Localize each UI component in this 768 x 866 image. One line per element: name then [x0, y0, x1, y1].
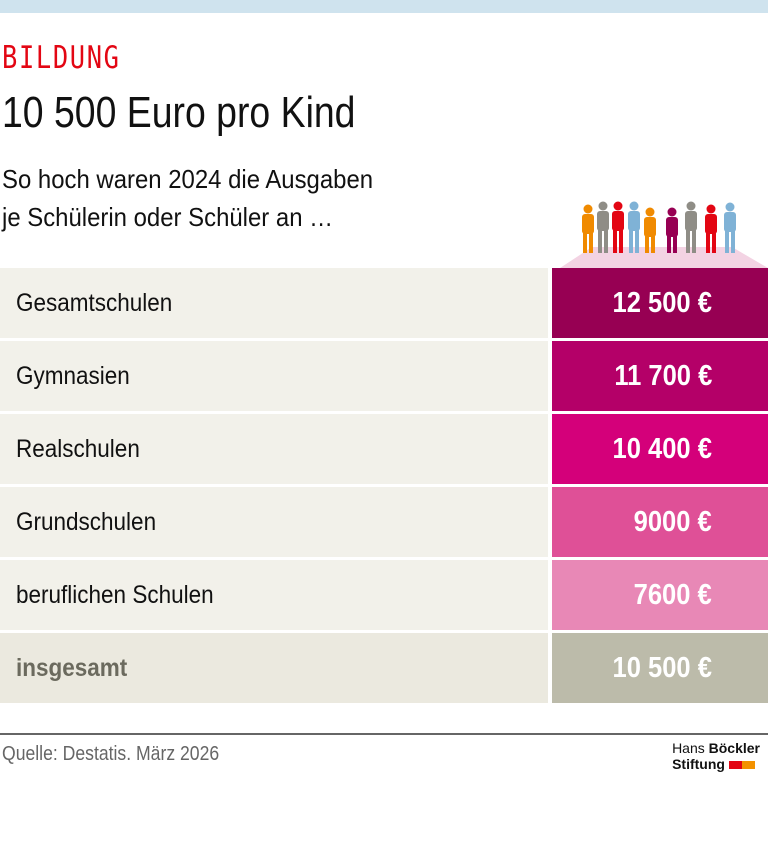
table-row: Realschulen 10 400 €	[0, 414, 768, 484]
kicker: BILDUNG	[2, 40, 121, 76]
hans-boeckler-logo: Hans Böckler Stiftung	[672, 740, 760, 772]
person-icon	[666, 207, 678, 253]
person-icon	[628, 201, 640, 253]
people-illustration-icon	[560, 201, 768, 268]
person-icon	[685, 201, 697, 253]
row-label: beruflichen Schulen	[0, 560, 548, 630]
subtitle-line-2: je Schülerin oder Schüler an …	[2, 202, 334, 232]
row-value: 10 500 €	[552, 633, 768, 703]
person-icon	[724, 202, 736, 253]
source-note: Quelle: Destatis. März 2026	[2, 743, 220, 765]
row-label: insgesamt	[0, 633, 548, 703]
row-value: 12 500 €	[552, 268, 768, 338]
person-icon	[597, 201, 609, 253]
table-row: Grundschulen 9000 €	[0, 487, 768, 557]
row-value: 10 400 €	[552, 414, 768, 484]
person-icon	[582, 204, 594, 253]
row-label: Gymnasien	[0, 341, 548, 411]
person-icon	[612, 201, 624, 253]
row-label: Gesamtschulen	[0, 268, 548, 338]
divider	[0, 733, 768, 735]
table-row: beruflichen Schulen 7600 €	[0, 560, 768, 630]
page-title: 10 500 Euro pro Kind	[2, 88, 356, 137]
row-label: Realschulen	[0, 414, 548, 484]
row-value: 11 700 €	[552, 341, 768, 411]
row-value: 7600 €	[552, 560, 768, 630]
person-icon	[644, 207, 656, 253]
person-icon	[705, 204, 717, 253]
table-row: Gesamtschulen 12 500 €	[0, 268, 768, 338]
row-label: Grundschulen	[0, 487, 548, 557]
table-row: Gymnasien 11 700 €	[0, 341, 768, 411]
table-row: insgesamt 10 500 €	[0, 633, 768, 703]
subtitle-line-1: So hoch waren 2024 die Ausgaben	[2, 164, 374, 194]
top-bar	[0, 0, 768, 13]
row-value: 9000 €	[552, 487, 768, 557]
subtitle: So hoch waren 2024 die Ausgaben je Schüle…	[2, 160, 373, 236]
